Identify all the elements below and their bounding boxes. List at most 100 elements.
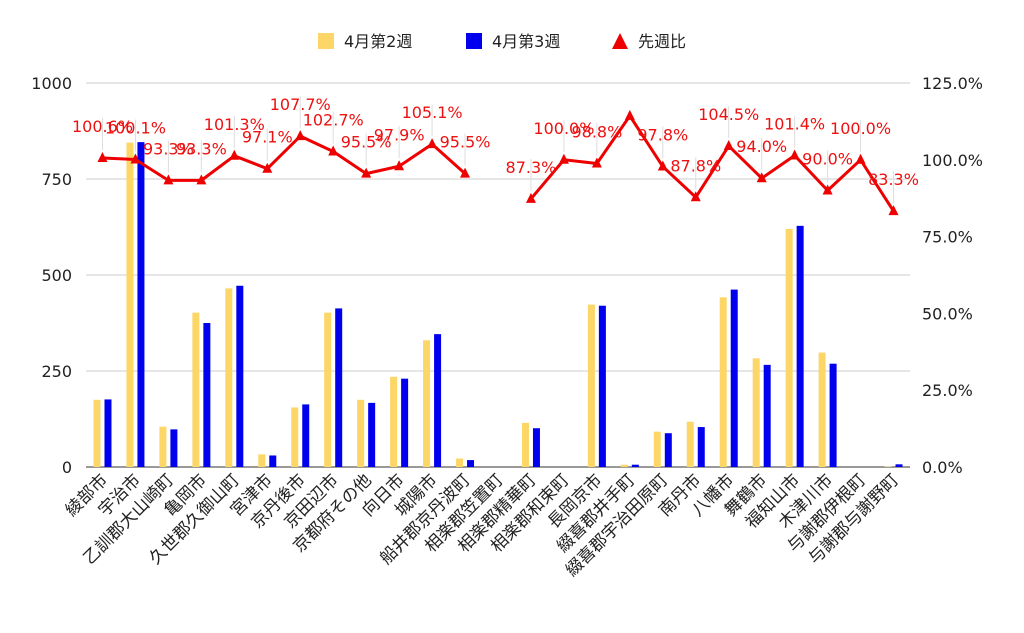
left-tick-label: 1000 — [31, 74, 72, 93]
ratio-marker — [888, 205, 899, 216]
legend-swatch — [612, 33, 628, 49]
ratio-marker — [657, 160, 668, 171]
gridlines — [86, 82, 910, 468]
bar — [620, 464, 628, 467]
legend-swatch — [466, 33, 482, 49]
ratio-data-label: 95.5% — [440, 133, 491, 152]
ratio-marker — [591, 157, 602, 168]
bar — [258, 454, 266, 467]
bar — [291, 407, 299, 467]
ratio-marker — [361, 167, 372, 178]
bar — [631, 464, 639, 467]
ratio-marker — [624, 109, 635, 120]
bar — [203, 323, 211, 467]
bar — [423, 340, 431, 467]
bar — [357, 399, 365, 467]
right-axis: 0.0% 25.0% 50.0% 75.0% 100.0% 125.0% — [922, 74, 983, 477]
bar — [401, 378, 409, 467]
bar — [302, 404, 310, 467]
ratio-data-label: 97.1% — [242, 128, 293, 147]
ratio-marker — [229, 149, 240, 160]
right-tick-label: 50.0% — [922, 304, 973, 323]
bar — [895, 464, 903, 467]
left-tick-label: 750 — [41, 170, 72, 189]
bar — [225, 288, 233, 467]
ratio-marker — [196, 174, 207, 185]
bar — [796, 225, 804, 467]
left-tick-label: 500 — [41, 266, 72, 285]
ratio-data-label: 100.0% — [830, 119, 891, 138]
bar — [434, 334, 442, 467]
right-tick-label: 100.0% — [922, 151, 983, 170]
ratio-marker — [789, 149, 800, 160]
ratio-data-label: 98.8% — [571, 122, 622, 141]
category-labels: 綾部市宇治市乙訓郡大山崎町亀岡市久世郡久御山町宮津市京丹後市京田辺市京都府その他… — [62, 470, 903, 580]
ratio-data-label: 95.5% — [341, 133, 392, 152]
legend-swatch — [318, 33, 334, 49]
ratio-data-label: 83.3% — [868, 170, 919, 189]
ratio-marker — [690, 191, 701, 202]
ratio-data-label: 100.0% — [533, 119, 594, 138]
bar — [730, 289, 738, 467]
ratio-marker — [855, 153, 866, 164]
ratio-marker — [525, 192, 536, 203]
ratio-data-label: 93.3% — [143, 139, 194, 158]
bar — [335, 308, 343, 467]
bar — [818, 352, 826, 467]
bar — [598, 305, 606, 467]
bar — [719, 297, 727, 467]
bar — [686, 421, 694, 467]
ratio-data-label: 100.6% — [72, 117, 133, 136]
ratio-data-label: 87.8% — [670, 156, 721, 175]
bar — [159, 426, 167, 467]
ratio-data-label: 93.3% — [176, 139, 227, 158]
ratio-marker — [394, 160, 405, 171]
legend-label: 4月第2週 — [344, 32, 412, 51]
bar — [456, 458, 464, 467]
ratio-data-label: 97.8% — [637, 126, 688, 145]
bar — [126, 142, 134, 467]
ratio-data-label: 100.1% — [105, 118, 166, 137]
ratio-marker — [756, 172, 767, 183]
bar — [170, 429, 178, 467]
bar — [763, 364, 771, 467]
bar — [697, 427, 705, 467]
ratio-data-label: 94.0% — [736, 137, 787, 156]
ratio-line-segment — [102, 134, 467, 182]
bar — [137, 142, 145, 468]
right-tick-label: 75.0% — [922, 228, 973, 247]
ratio-data-label: 107.7% — [270, 95, 331, 114]
bar — [269, 455, 277, 467]
ratio-line: 100.6%100.1%93.3%93.3%101.3%97.1%107.7%1… — [72, 95, 919, 216]
bar — [752, 358, 760, 467]
ratio-marker — [163, 174, 174, 185]
bar — [104, 399, 112, 467]
ratio-marker — [97, 151, 108, 162]
left-axis: 0 250 500 750 1000 — [31, 74, 72, 477]
ratio-marker — [723, 139, 734, 150]
bar — [532, 428, 540, 467]
bar — [521, 422, 529, 467]
ratio-data-label: 105.1% — [402, 103, 463, 122]
right-tick-label: 0.0% — [922, 458, 963, 477]
right-tick-label: 125.0% — [922, 74, 983, 93]
ratio-marker — [822, 184, 833, 195]
bar — [829, 363, 837, 467]
ratio-marker — [262, 162, 273, 173]
bar — [93, 399, 101, 467]
ratio-data-label: 87.3% — [506, 158, 557, 177]
ratio-data-label: 90.0% — [802, 150, 853, 169]
ratio-marker — [130, 153, 141, 164]
ratio-marker — [460, 167, 471, 178]
bar — [587, 304, 595, 467]
ratio-data-label: 101.3% — [204, 115, 265, 134]
bar — [653, 431, 661, 467]
bar — [368, 402, 376, 467]
bar — [390, 376, 398, 467]
ratio-data-label: 102.7% — [303, 111, 364, 130]
bar — [192, 312, 200, 467]
legend: 4月第2週 4月第3週 先週比 — [318, 32, 686, 51]
ratio-line-segment — [529, 114, 895, 212]
bar — [324, 312, 332, 467]
